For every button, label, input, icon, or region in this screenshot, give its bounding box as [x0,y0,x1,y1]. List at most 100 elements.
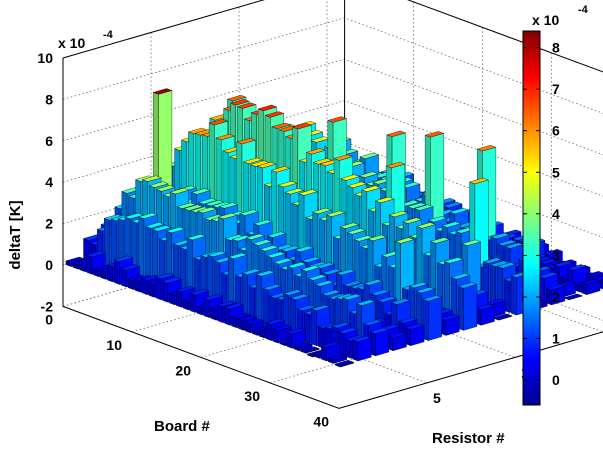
bar-top-face [370,289,391,296]
colorbar-gradient [522,30,541,406]
bar-top-face [394,237,415,244]
bar-top-face [391,298,411,305]
bar-top-face [307,274,328,281]
bar-side-face [265,322,272,341]
bar-top-face [443,257,464,264]
bar-top-face [300,265,321,272]
bar-side-face [114,259,120,285]
bar-top-face [404,323,425,330]
colorbar-exponent-base: x 10 [532,12,559,28]
colorbar-tick-label: 5 [552,164,560,180]
colorbar: 0 1 2 3 4 5 6 7 8 x 10 -4 [522,4,589,406]
bar-top-face [387,332,408,339]
bar [299,346,320,354]
bar-top-face [272,324,293,331]
z-tick-label: -2 [41,298,54,314]
bar-top-face [65,256,86,263]
z-exponent-base: x 10 [58,35,85,51]
bar-top-face [342,293,362,301]
resistor-tick-labels: 51015 [433,364,537,406]
bar-top-face [397,317,418,324]
bar-top-face [461,239,482,246]
box-top-edge [62,0,603,73]
bar-side-face [286,331,293,349]
bar [293,342,313,352]
bar-top-face [355,299,376,306]
bar-top-face [339,222,360,229]
bar-top-face [320,341,341,348]
bar-top-face [335,269,356,276]
bar-top-face [262,284,283,291]
bar [580,278,601,295]
colorbar-tick-label: 0 [552,372,560,388]
bar-top-face [237,315,258,322]
bar-top-face [226,95,247,102]
bar-top-face [165,226,186,234]
bar-top-face [293,342,313,349]
bar-top-face [298,189,319,196]
bar-top-face [385,161,406,169]
bar-top-face [367,234,388,241]
bar-side-face [162,280,168,303]
bar-top-face [283,289,303,296]
bar-top-face [215,133,236,141]
bar-top-face [161,277,182,284]
bar-top-face [424,131,445,138]
bar-top-face [176,202,197,209]
bar-top-face [271,122,292,129]
bar-side-face [272,328,279,344]
bar-top-face [346,228,367,235]
resistor-tick-label: 5 [433,390,441,406]
bar-top-face [386,130,407,137]
bar-series [65,88,603,368]
bar-top-face [138,212,158,219]
bar-top-face [244,318,265,325]
bar-top-face [422,295,443,302]
bar-top-face [189,289,210,296]
colorbar-tick-label: 7 [552,81,560,97]
bar-top-face [239,209,260,216]
bar [545,284,566,306]
bar-top-face [236,102,257,109]
bar-top-face [294,245,315,253]
bar-top-face [197,198,218,205]
bar-top-face [334,360,355,367]
bar-top-face [145,222,165,229]
bar-top-face [553,260,574,267]
bar-top-face [245,233,266,240]
bar-side-face [345,338,352,359]
bar-side-face [155,276,162,301]
bar-top-face [217,212,238,220]
bar-top-face [359,152,380,159]
colorbar-tick-label: 2 [552,289,560,305]
bar-top-face [347,181,368,188]
bar-top-face [440,314,460,321]
bar-side-face [120,268,127,288]
bar-top-face [369,327,390,334]
bar-top-face [482,257,503,264]
bar-top-face [259,245,280,252]
bar-top-face [289,293,310,301]
bar-top-face [186,234,207,241]
bar-top-face [490,232,511,239]
bar-top-face [538,272,559,279]
bar-top-face [284,188,305,195]
bar-top-face [543,249,564,256]
bar-top-face [352,335,372,342]
bar-top-face [86,251,106,258]
bar-top-face [363,279,384,286]
bar-top-face [280,245,301,252]
board-tick-label: 20 [175,362,191,378]
board-axis-label: Board # [154,418,211,435]
z-tick-label: 8 [45,91,53,107]
bar-top-face [286,262,307,269]
bar-top-face [358,171,379,178]
bar-top-face [312,158,333,165]
bar-top-face [327,354,348,361]
bar-top-face [270,166,291,173]
z-gridline [62,0,603,73]
z-axis-label: deltaT [K] [7,200,24,269]
bar-top-face [266,231,287,238]
bar-top-face [449,207,469,215]
bar-side-face [321,345,327,362]
